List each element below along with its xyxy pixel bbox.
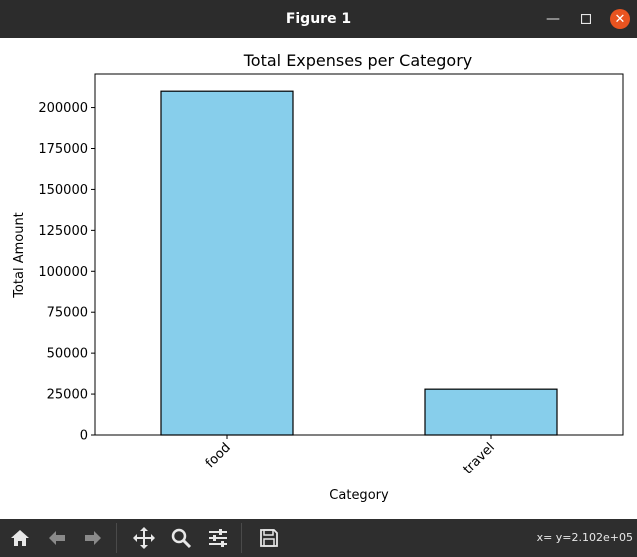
close-icon[interactable]: ✕ bbox=[610, 9, 630, 29]
chart-title: Total Expenses per Category bbox=[243, 51, 473, 70]
y-tick-label: 125000 bbox=[38, 224, 88, 239]
y-tick-label: 25000 bbox=[47, 388, 88, 403]
bar-chart: Total Expenses per Category 0 25000 50000 7… bbox=[12, 51, 624, 503]
y-tick-label: 50000 bbox=[47, 347, 88, 362]
floppy-disk-icon[interactable] bbox=[256, 525, 282, 551]
y-tick-label: 75000 bbox=[47, 306, 88, 321]
window-titlebar: Figure 1 — ✕ bbox=[0, 0, 637, 38]
bar-food bbox=[160, 90, 294, 436]
y-tick-label: 200000 bbox=[38, 101, 88, 116]
sliders-icon[interactable] bbox=[205, 525, 231, 551]
x-tick-label-food: food bbox=[203, 440, 234, 471]
arrow-right-icon[interactable] bbox=[80, 525, 106, 551]
move-icon[interactable] bbox=[131, 525, 157, 551]
y-axis-label: Total Amount bbox=[12, 212, 27, 299]
bars bbox=[160, 90, 558, 436]
bar-travel bbox=[424, 388, 558, 436]
window-title: Figure 1 bbox=[285, 11, 352, 27]
maximize-icon[interactable] bbox=[576, 9, 596, 29]
y-tick-label: 150000 bbox=[38, 183, 88, 198]
y-axis-ticks: 0 25000 50000 75000 100000 125000 150000 175000… bbox=[38, 101, 95, 444]
x-axis-label: Category bbox=[329, 488, 389, 503]
x-tick-label-travel: travel bbox=[461, 440, 498, 477]
arrow-left-icon[interactable] bbox=[44, 525, 70, 551]
axes-frame bbox=[94, 73, 624, 436]
figure-canvas[interactable]: Total Expenses per Category 0 25000 50000 7… bbox=[0, 38, 637, 519]
home-icon[interactable] bbox=[7, 525, 33, 551]
cursor-coordinates: x= y=2.102e+05 bbox=[536, 531, 633, 544]
y-tick-label: 0 bbox=[80, 429, 88, 444]
x-axis-ticks: food travel bbox=[203, 435, 498, 477]
magnifier-icon[interactable] bbox=[168, 525, 194, 551]
y-tick-label: 175000 bbox=[38, 142, 88, 157]
navigation-toolbar: x= y=2.102e+05 bbox=[0, 519, 637, 557]
y-tick-label: 100000 bbox=[38, 265, 88, 280]
minimize-icon[interactable]: — bbox=[546, 11, 560, 27]
